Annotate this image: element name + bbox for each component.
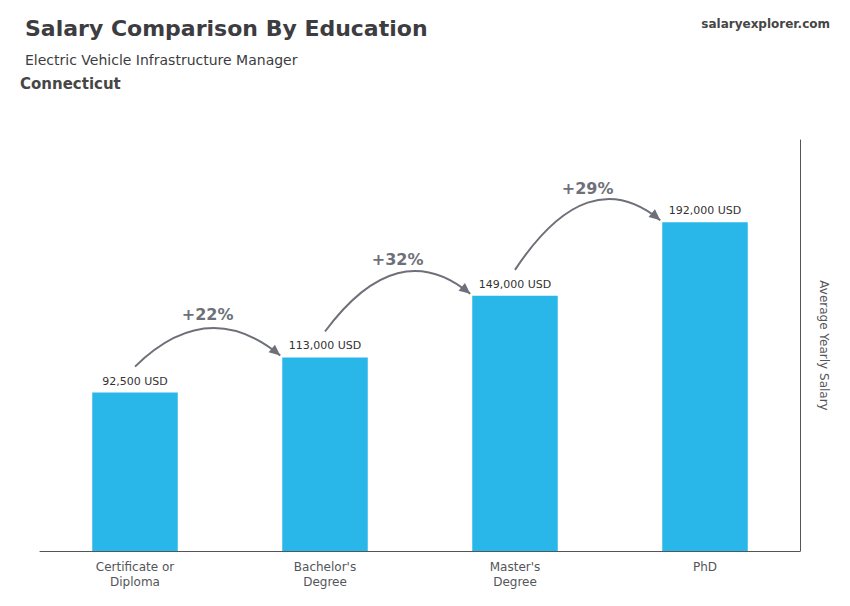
svg-text:+22%: +22% <box>182 305 234 324</box>
svg-text:149,000 USD: 149,000 USD <box>479 278 552 291</box>
svg-text:92,500 USD: 92,500 USD <box>102 375 168 388</box>
svg-text:Diploma: Diploma <box>110 575 160 589</box>
svg-text:Certificate or: Certificate or <box>96 560 174 574</box>
svg-text:192,000 USD: 192,000 USD <box>669 204 742 217</box>
svg-text:Degree: Degree <box>303 575 347 589</box>
svg-text:Connecticut: Connecticut <box>20 75 121 93</box>
svg-text:113,000 USD: 113,000 USD <box>289 339 362 352</box>
svg-text:Bachelor's: Bachelor's <box>294 560 356 574</box>
svg-text:+32%: +32% <box>372 250 424 269</box>
svg-text:Electric Vehicle Infrastructur: Electric Vehicle Infrastructure Manager <box>25 52 298 68</box>
svg-text:PhD: PhD <box>693 560 717 574</box>
svg-text:Average Yearly Salary: Average Yearly Salary <box>817 280 831 410</box>
svg-text:+29%: +29% <box>562 179 614 198</box>
svg-text:Salary Comparison By Education: Salary Comparison By Education <box>25 16 428 41</box>
svg-text:salaryexplorer.com: salaryexplorer.com <box>701 17 830 31</box>
svg-text:Master's: Master's <box>490 560 541 574</box>
svg-text:Degree: Degree <box>493 575 537 589</box>
